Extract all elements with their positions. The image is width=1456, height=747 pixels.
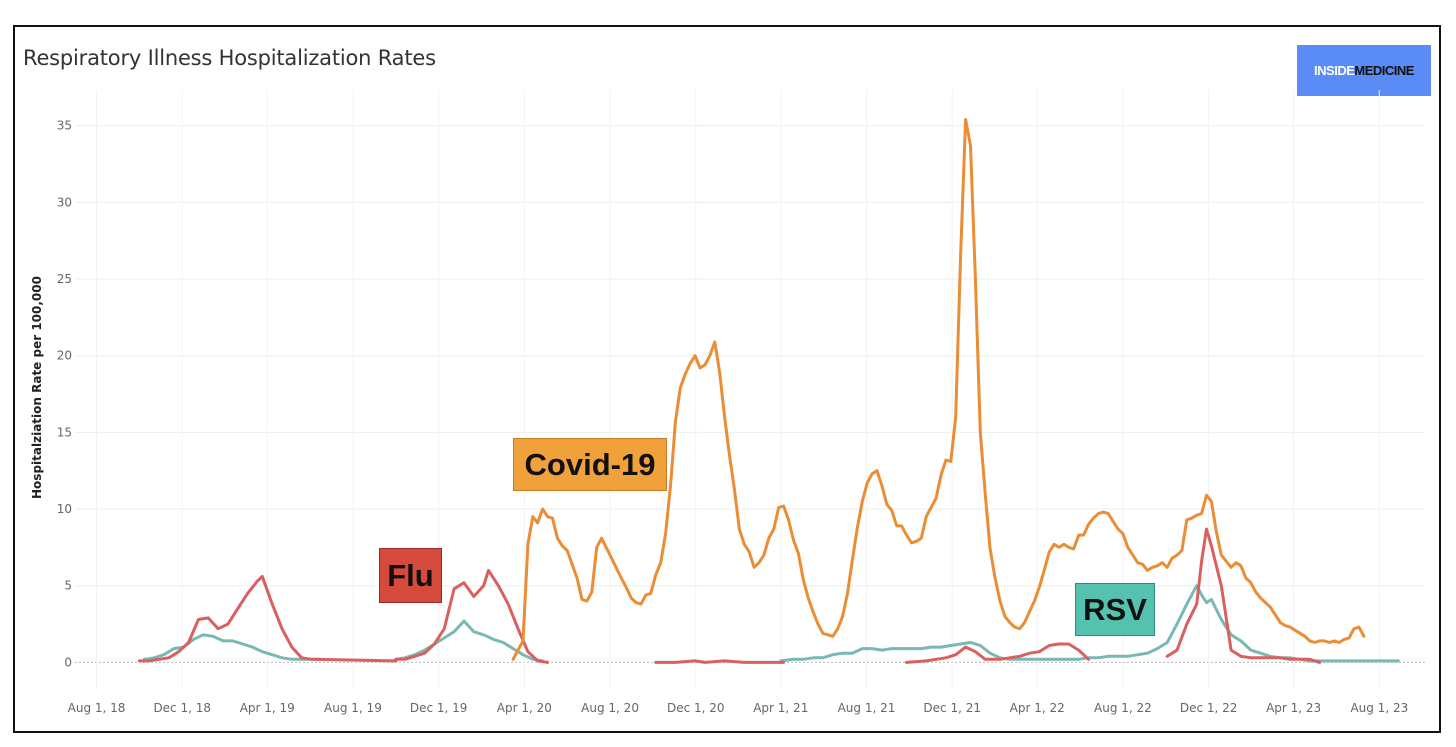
y-tick-label: 20 <box>57 349 72 363</box>
covid-19-line <box>511 118 1366 661</box>
y-tick-label: 30 <box>57 195 72 209</box>
y-tick-label: 10 <box>57 502 72 516</box>
x-tick-label: Dec 1, 22 <box>1180 701 1238 715</box>
chart-frame <box>13 25 1441 733</box>
x-tick-label: Aug 1, 21 <box>838 701 896 715</box>
flu-label: Flu <box>379 548 442 603</box>
x-tick-label: Apr 1, 22 <box>1010 701 1065 715</box>
x-tick-label: Apr 1, 21 <box>753 701 808 715</box>
x-tick-label: Aug 1, 20 <box>581 701 639 715</box>
y-tick-label: 5 <box>64 579 72 593</box>
logo-text-medicine: MEDICINE <box>1354 63 1414 78</box>
x-tick-label: Aug 1, 19 <box>324 701 382 715</box>
flu-line <box>654 659 786 664</box>
flu-line <box>137 575 398 663</box>
y-tick-label: 35 <box>57 119 72 133</box>
y-tick-label: 0 <box>64 655 72 669</box>
inside-medicine-logo: INSIDE MEDICINE <box>1297 45 1431 96</box>
x-tick-label: Dec 1, 20 <box>667 701 725 715</box>
x-tick-label: Aug 1, 22 <box>1094 701 1152 715</box>
chart-title: Respiratory Illness Hospitalization Rate… <box>23 46 436 70</box>
x-tick-label: Apr 1, 20 <box>497 701 552 715</box>
flu-line <box>394 568 550 664</box>
covid-19-label: Covid-19 <box>513 438 667 491</box>
logo-text-inside: INSIDE <box>1314 63 1355 78</box>
rsv-label: RSV <box>1075 583 1155 636</box>
y-tick-label: 25 <box>57 272 72 286</box>
flu-line <box>1165 527 1322 664</box>
x-tick-label: Apr 1, 23 <box>1266 701 1321 715</box>
x-tick-label: Aug 1, 18 <box>68 701 126 715</box>
x-tick-label: Aug 1, 23 <box>1350 701 1408 715</box>
y-axis-label: Hospitalziation Rate per 100,000 <box>30 276 44 499</box>
rsv-line <box>142 633 322 661</box>
x-tick-label: Dec 1, 21 <box>923 701 981 715</box>
x-tick-label: Dec 1, 19 <box>410 701 468 715</box>
x-tick-label: Apr 1, 19 <box>240 701 295 715</box>
x-tick-label: Dec 1, 18 <box>153 701 211 715</box>
flu-line <box>905 642 1090 664</box>
y-tick-label: 15 <box>57 425 72 439</box>
